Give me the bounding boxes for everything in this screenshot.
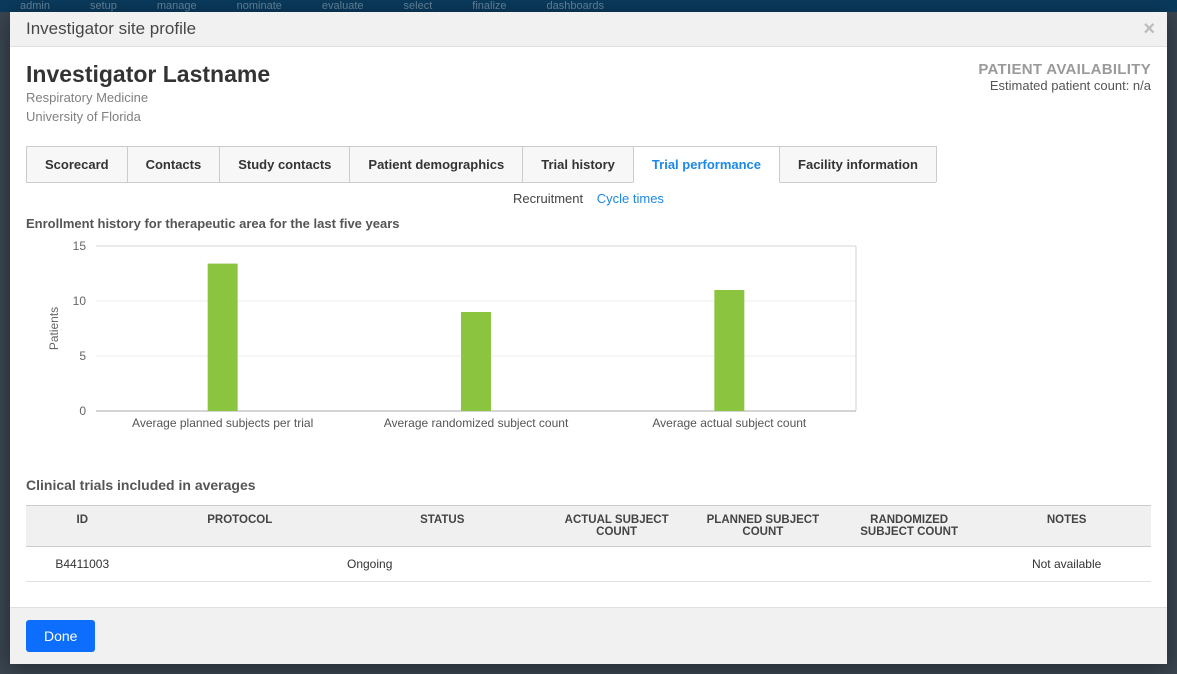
trials-header-row: IDPROTOCOLSTATUSACTUAL SUBJECT COUNTPLAN… [26, 505, 1151, 546]
nav-dashboards[interactable]: dashboards [547, 0, 605, 12]
tab-contacts[interactable]: Contacts [127, 146, 221, 182]
cell-planned [690, 546, 836, 581]
table-row[interactable]: B4411003 Ongoing Not available [26, 546, 1151, 581]
col-notes: NOTES [982, 505, 1151, 546]
modal-body: Investigator Lastname Respiratory Medici… [10, 47, 1167, 607]
tabs-bar: ScorecardContactsStudy contactsPatient d… [26, 146, 936, 183]
profile-left: Investigator Lastname Respiratory Medici… [26, 61, 270, 126]
cell-notes: Not available [982, 546, 1151, 581]
svg-text:15: 15 [73, 241, 87, 253]
cell-protocol [139, 546, 342, 581]
profile-header: Investigator Lastname Respiratory Medici… [26, 61, 1151, 126]
col-protocol: PROTOCOL [139, 505, 342, 546]
modal-title: Investigator site profile [26, 19, 1151, 39]
investigator-institution: University of Florida [26, 109, 270, 126]
subtabs: Recruitment Cycle times [26, 189, 1151, 216]
nav-finalize[interactable]: finalize [472, 0, 506, 12]
tab-scorecard[interactable]: Scorecard [26, 146, 128, 182]
nav-manage[interactable]: manage [157, 0, 197, 12]
cell-actual [544, 546, 690, 581]
svg-text:Patients: Patients [47, 307, 61, 350]
investigator-specialty: Respiratory Medicine [26, 90, 270, 107]
availability-block: PATIENT AVAILABILITY Estimated patient c… [978, 61, 1151, 93]
cell-randomized [836, 546, 982, 581]
svg-text:10: 10 [73, 294, 87, 308]
modal-footer: Done [10, 607, 1167, 664]
tab-trial-history[interactable]: Trial history [522, 146, 634, 182]
modal-header: Investigator site profile × [10, 12, 1167, 47]
tab-study-contacts[interactable]: Study contacts [219, 146, 350, 182]
done-button[interactable]: Done [26, 620, 95, 652]
svg-text:5: 5 [79, 349, 86, 363]
trials-table: IDPROTOCOLSTATUSACTUAL SUBJECT COUNTPLAN… [26, 505, 1151, 582]
availability-title: PATIENT AVAILABILITY [978, 61, 1151, 78]
modal-dialog: Investigator site profile × Investigator… [10, 12, 1167, 664]
svg-text:Average planned subjects per t: Average planned subjects per trial [132, 416, 313, 430]
tab-trial-performance[interactable]: Trial performance [633, 146, 780, 183]
nav-evaluate[interactable]: evaluate [322, 0, 364, 12]
chart-title: Enrollment history for therapeutic area … [26, 216, 1151, 231]
svg-text:Average actual subject count: Average actual subject count [652, 416, 807, 430]
col-actual-subject-count: ACTUAL SUBJECT COUNT [544, 505, 690, 546]
nav-setup[interactable]: setup [90, 0, 117, 12]
nav-nominate[interactable]: nominate [237, 0, 282, 12]
subtab-recruitment[interactable]: Recruitment [513, 191, 583, 206]
availability-count: Estimated patient count: n/a [978, 78, 1151, 93]
col-id: ID [26, 505, 139, 546]
trials-section-title: Clinical trials included in averages [26, 477, 1151, 493]
nav-admin[interactable]: admin [20, 0, 50, 12]
investigator-name: Investigator Lastname [26, 61, 270, 88]
svg-text:0: 0 [79, 404, 86, 418]
enrollment-chart: 0 5 10 15 Patients Average planned subjects p… [40, 241, 1151, 441]
svg-text:Average randomized subject cou: Average randomized subject count [384, 416, 569, 430]
cell-status: Ongoing [341, 546, 544, 581]
tab-facility-information[interactable]: Facility information [779, 146, 937, 182]
col-status: STATUS [341, 505, 544, 546]
cell-id: B4411003 [26, 546, 139, 581]
top-nav-bar: admin setup manage nominate evaluate sel… [0, 0, 1177, 12]
col-randomized-subject-count: RANDOMIZED SUBJECT COUNT [836, 505, 982, 546]
nav-select[interactable]: select [404, 0, 433, 12]
close-icon[interactable]: × [1143, 18, 1155, 41]
tab-patient-demographics[interactable]: Patient demographics [349, 146, 523, 182]
subtab-cycle-times[interactable]: Cycle times [597, 191, 664, 206]
trials-body: B4411003 Ongoing Not available [26, 546, 1151, 581]
col-planned-subject-count: PLANNED SUBJECT COUNT [690, 505, 836, 546]
